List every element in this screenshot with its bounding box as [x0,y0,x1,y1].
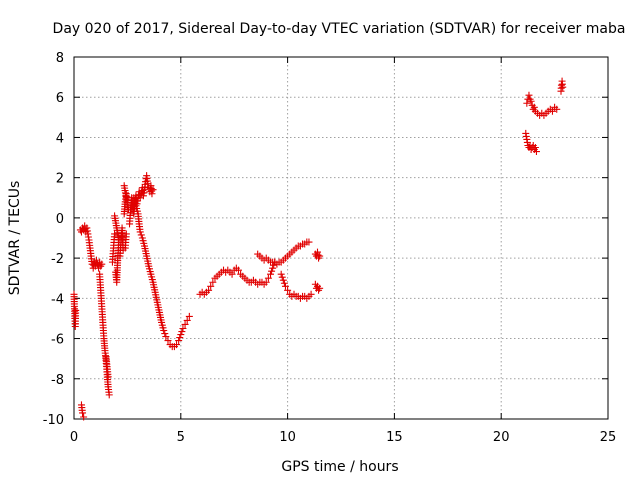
data-point-plus [527,97,535,105]
x-tick-label: 5 [177,430,185,445]
data-point-plus [228,270,236,278]
data-point-plus [269,264,277,272]
data-point-plus [305,238,313,246]
data-point-plus [525,91,533,99]
data-point-plus [178,328,186,336]
x-tick-label: 20 [493,430,510,445]
data-point-plus [209,278,217,286]
y-tick-label: -10 [43,413,64,428]
y-axis-label: SDTVAR / TECUs [7,181,23,296]
data-point-plus [80,413,88,421]
data-point-plus [316,284,324,292]
data-point-plus [530,103,538,111]
x-tick-label: 15 [386,430,403,445]
data-point-plus [307,290,315,298]
data-point-plus [279,276,287,284]
data-point-plus [277,270,285,278]
y-tick-label: -6 [51,333,64,348]
data-point-plus [79,409,87,417]
data-point-plus [173,341,181,349]
data-point-plus [137,231,145,239]
x-tick-label: 25 [600,430,617,445]
data-point-plus [205,286,213,294]
data-point-plus [162,333,170,341]
data-point-plus [177,331,185,339]
data-point-plus [111,212,119,220]
x-tick-label: 10 [279,430,296,445]
data-points [70,77,567,421]
data-point-plus [548,107,556,115]
plot-frame [73,56,609,420]
data-point-plus [532,148,540,156]
data-point-plus [160,327,168,335]
data-point-plus [278,273,286,281]
data-point-plus [185,312,193,320]
data-point-plus [161,330,169,338]
data-point-plus [559,83,567,91]
x-tick-label: 0 [70,430,78,445]
data-point-plus [531,144,539,151]
data-point-plus [105,391,113,399]
data-point-plus [280,279,288,287]
y-tick-label: 2 [56,172,64,187]
data-point-plus [175,337,183,345]
y-tick-label: 8 [56,51,64,66]
data-point-plus [284,286,292,294]
data-point-plus [98,260,106,268]
data-point-plus [111,230,119,238]
y-tick-label: 4 [56,131,64,146]
data-point-plus [281,282,289,290]
y-tick-label: -4 [51,292,64,307]
data-point-plus [207,282,215,290]
data-point-plus [316,252,324,260]
data-point-plus [136,228,144,236]
x-axis-label: GPS time / hours [281,459,398,475]
y-tick-label: -8 [51,373,64,388]
chart-title: Day 020 of 2017, Sidereal Day-to-day VTE… [53,21,626,37]
data-point-plus [267,270,275,278]
data-point-plus [72,306,80,314]
x-axis-ticks: 0 5 10 15 20 25 [70,57,616,445]
data-point-plus [120,182,128,190]
data-point-plus [234,266,242,274]
data-point-plus [553,105,561,113]
data-point-plus [270,261,278,269]
data-point-plus [164,337,172,345]
data-point-plus [262,278,270,286]
data-point-plus [183,316,191,324]
y-tick-label: 6 [56,91,64,106]
data-point-plus [179,325,187,332]
data-point-plus [523,99,531,107]
data-point-plus [104,373,112,381]
grid-lines [74,57,608,419]
data-point-plus [264,274,272,282]
data-point-plus [121,244,129,252]
y-axis-ticks: -10 -8 -6 -4 -2 0 2 4 6 8 [43,51,608,428]
data-point-plus [149,186,157,194]
y-tick-label: 0 [56,212,64,227]
data-point-plus [148,190,156,198]
data-point-plus [268,267,276,275]
data-point-plus [176,334,184,342]
data-point-plus [181,320,189,328]
y-tick-label: -2 [51,252,64,267]
